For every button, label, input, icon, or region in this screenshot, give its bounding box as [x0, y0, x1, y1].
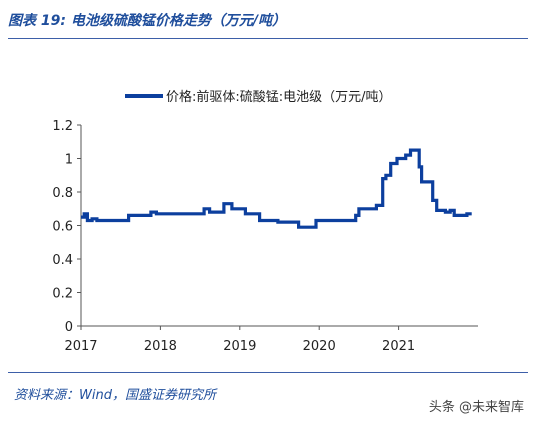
source-divider: [8, 372, 528, 373]
y-tick-label: 1: [65, 153, 73, 168]
y-tick-label: 0: [65, 320, 73, 335]
x-tick-label: 2021: [382, 339, 415, 354]
watermark-text: 头条 @未来智库: [428, 400, 524, 415]
x-tick-label: 2019: [223, 339, 256, 354]
x-tick-label: 2020: [303, 339, 336, 354]
y-tick-label: 0.4: [52, 253, 73, 268]
y-tick-label: 0.8: [52, 186, 73, 201]
chart-axes: 0 0.2 0.4 0.6 0.8 1 1.2 2017 2018 2019 2020 2021: [52, 119, 478, 354]
x-tick-label: 2017: [64, 339, 97, 354]
figure-source: 资料来源：Wind，国盛证券研究所: [14, 388, 216, 403]
y-tick-label: 0.6: [52, 220, 73, 235]
line-chart: 0 0.2 0.4 0.6 0.8 1 1.2 2017 2018 2019 2020 2021 价格…: [52, 89, 478, 354]
series-line-0: [81, 148, 472, 229]
title-divider: [8, 38, 528, 39]
y-tick-label: 1.2: [52, 119, 73, 134]
legend-label: 价格:前驱体:硫酸锰:电池级（万元/吨）: [166, 89, 392, 105]
figure-title: 图表 19: 电池级硫酸锰价格走势（万元/吨）: [8, 13, 286, 29]
plot-area: [81, 148, 472, 229]
y-tick-label: 0.2: [52, 287, 73, 302]
x-tick-label: 2018: [144, 339, 177, 354]
chart-legend: 价格:前驱体:硫酸锰:电池级（万元/吨）: [125, 89, 392, 105]
